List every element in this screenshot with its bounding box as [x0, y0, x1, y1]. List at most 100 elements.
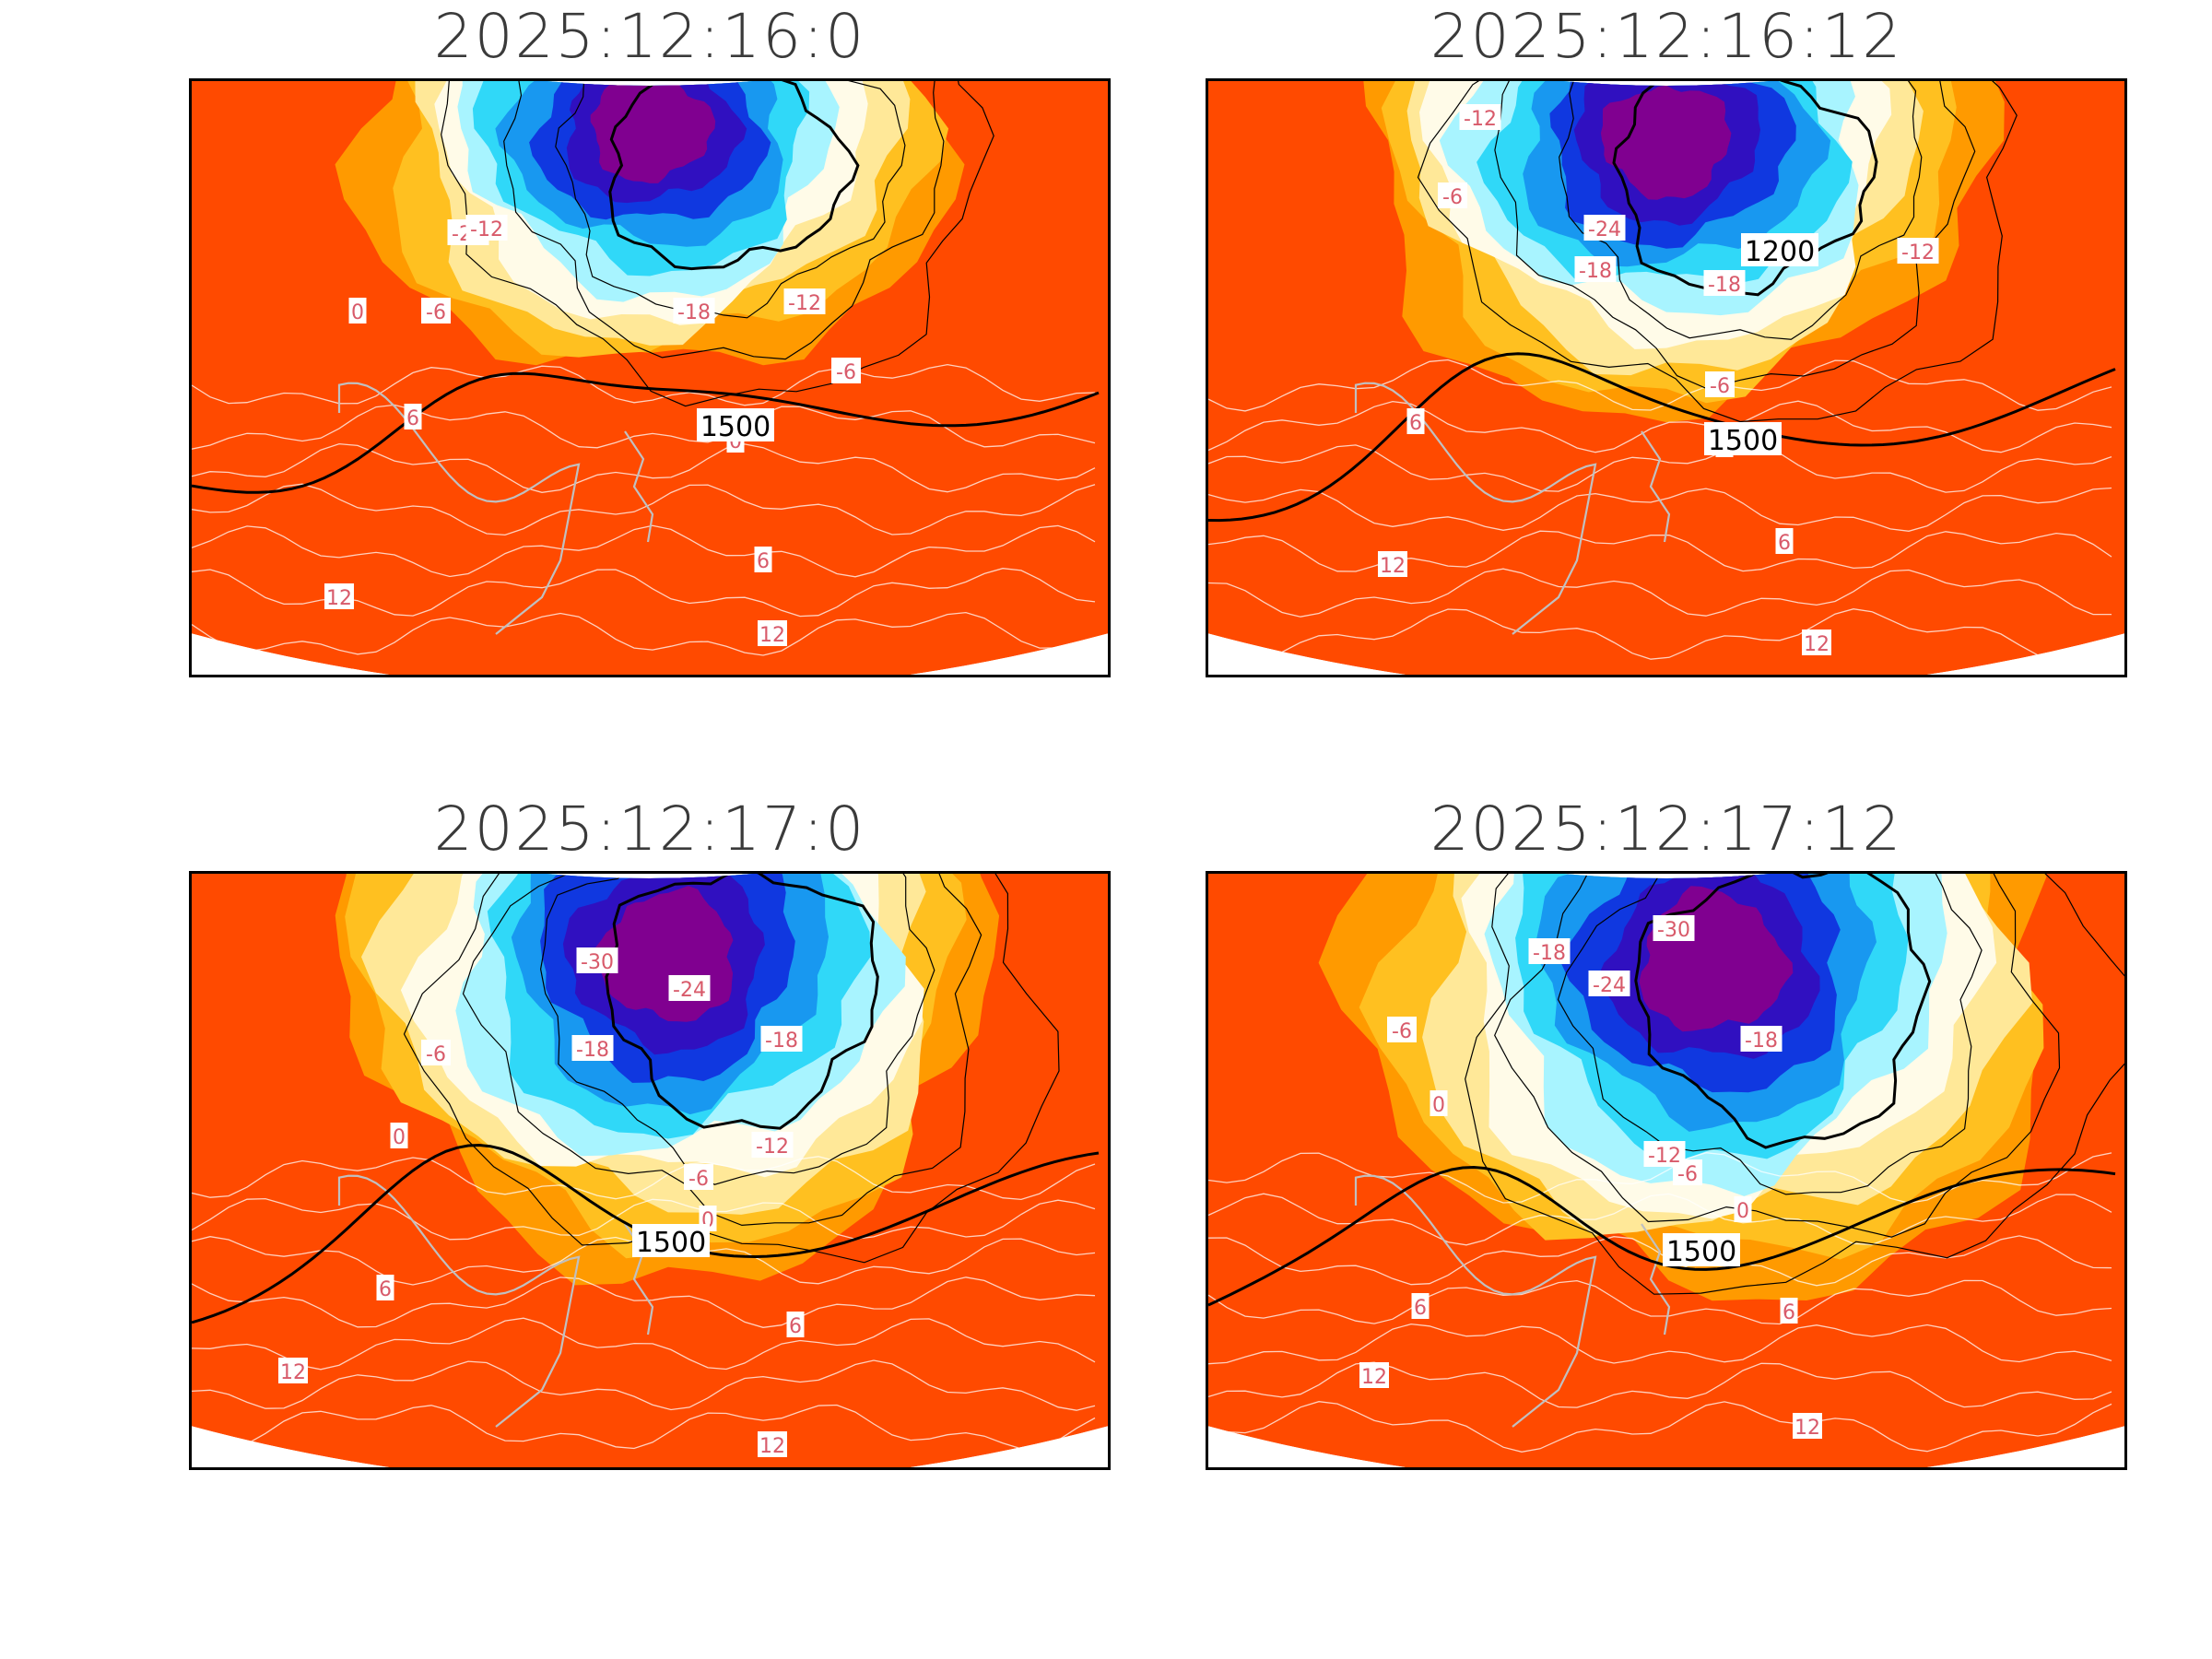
temp-label: -24 — [1588, 218, 1621, 241]
temp-label-bg — [1897, 238, 1939, 264]
temp-label: 6 — [1409, 412, 1422, 435]
height-contour — [1557, 874, 1983, 1195]
temp-label: -6 — [688, 1168, 709, 1191]
height-contour — [539, 874, 935, 1185]
temp-label-bg — [751, 1132, 794, 1158]
map-frame: -12-6-24-18-18-12-6061261212001500 — [1206, 78, 2127, 677]
isotherm — [192, 1404, 1096, 1450]
temp-label: -12 — [1901, 241, 1935, 265]
temp-label-bg — [758, 1431, 787, 1457]
temp-label-bg — [1528, 938, 1571, 964]
coastline — [1641, 1223, 1671, 1335]
temp-label: 12 — [1361, 1366, 1387, 1389]
weather-map: -12-6-24-18-18-12-6061261212001500 — [1208, 81, 2124, 675]
height-contour-main — [192, 371, 1100, 494]
temp-label-bg — [673, 298, 715, 324]
map-panel-1: 2025:12:16:0 -24-12-12-18-6-606012612150… — [189, 0, 1111, 682]
temp-label-bg — [758, 620, 787, 646]
temp-label-bg — [1430, 1090, 1448, 1116]
panel-title: 2025:12:17:0 — [433, 794, 866, 865]
temp-label: 12 — [1380, 555, 1406, 578]
height-label-bg — [632, 1224, 710, 1257]
temperature-field — [1208, 874, 2124, 1467]
temp-label: -18 — [765, 1030, 798, 1053]
temp-label-bg — [1705, 371, 1735, 397]
coastline — [337, 382, 581, 635]
temp-label: 6 — [1414, 1297, 1427, 1320]
height-contour-main — [1208, 1165, 2116, 1307]
temp-label: 12 — [759, 624, 785, 647]
temp-label-bg — [278, 1358, 308, 1383]
temp-label-bg — [1775, 528, 1794, 554]
panel-title: 2025:12:16:12 — [1430, 1, 1903, 72]
temp-label: 0 — [1736, 1200, 1749, 1223]
temp-label: 0 — [1432, 1094, 1445, 1117]
temp-label: -24 — [673, 979, 706, 1002]
temp-label: 6 — [757, 550, 770, 573]
temp-label-bg — [684, 1164, 713, 1190]
isotherm — [1208, 1401, 2112, 1453]
temp-label-bg — [754, 547, 772, 572]
temp-label-bg — [390, 1123, 408, 1148]
temp-band-10 — [590, 81, 716, 183]
height-label: 1500 — [700, 411, 771, 443]
temp-label: -12 — [756, 1135, 789, 1159]
isotherm — [1208, 1361, 2112, 1408]
temp-label-bg — [1359, 1362, 1389, 1388]
temp-label: 0 — [351, 301, 364, 324]
temp-label-bg — [348, 298, 367, 324]
isotherm — [192, 1277, 1096, 1328]
height-contour — [1417, 81, 2018, 423]
height-label: 1500 — [636, 1227, 706, 1259]
temp-label-bg — [1574, 256, 1617, 282]
height-label: 1500 — [1708, 425, 1778, 457]
temp-label: 12 — [759, 1435, 785, 1458]
temp-label: -30 — [1657, 919, 1690, 942]
temp-label-bg — [324, 583, 354, 609]
isotherm — [1208, 359, 2112, 412]
temp-label-bg — [571, 1035, 614, 1061]
temp-label-bg — [1438, 182, 1467, 208]
temp-label: 6 — [1778, 532, 1791, 555]
temp-label: -24 — [1593, 974, 1626, 997]
height-label-bg — [1663, 1233, 1740, 1266]
temp-label-bg — [831, 358, 861, 383]
temp-label: -6 — [836, 361, 856, 384]
map-panel-3: 2025:12:17:0 -30 -24 -18 -18 -6 0 -12 -6 0 6 6 12 12… — [189, 793, 1111, 1475]
temp-label: -6 — [426, 301, 446, 324]
temp-band-10 — [1600, 85, 1732, 200]
height-contour — [605, 874, 879, 1130]
height-contour — [441, 81, 994, 407]
temp-label: 12 — [1804, 633, 1830, 656]
temp-label: -6 — [1677, 1163, 1698, 1186]
height-label-bg — [1704, 422, 1782, 455]
isotherm — [1208, 1323, 2112, 1365]
temp-label-bg — [1378, 551, 1407, 577]
temp-label-bg — [786, 1312, 805, 1337]
temp-label: -30 — [581, 951, 614, 974]
temp-label: -18 — [576, 1039, 609, 1062]
temp-label: -6 — [1392, 1020, 1412, 1043]
height-contour — [403, 874, 1060, 1264]
temp-label-bg — [1740, 1026, 1783, 1052]
temp-label-bg — [783, 288, 826, 314]
isotherm — [192, 524, 1096, 578]
coastline — [1354, 1174, 1597, 1428]
isotherm — [1208, 400, 2112, 453]
temp-label: -12 — [788, 292, 821, 315]
isotherm — [1208, 568, 2112, 618]
temp-label-bg — [1780, 1298, 1798, 1324]
map-panel-4: 2025:12:17:12 -30 -18 -24 -18 -6 0 -12 -6 0 6 6 12 1… — [1206, 793, 2127, 1475]
height-contour — [1494, 874, 2061, 1238]
coastline — [1641, 430, 1671, 543]
height-contour — [1634, 874, 1932, 1149]
coastline — [1354, 382, 1597, 635]
height-contour — [503, 81, 945, 360]
isotherm — [192, 483, 1096, 536]
temp-label-bg — [1793, 1413, 1822, 1439]
temp-label-bg — [421, 1040, 451, 1065]
isotherm — [192, 1317, 1096, 1371]
